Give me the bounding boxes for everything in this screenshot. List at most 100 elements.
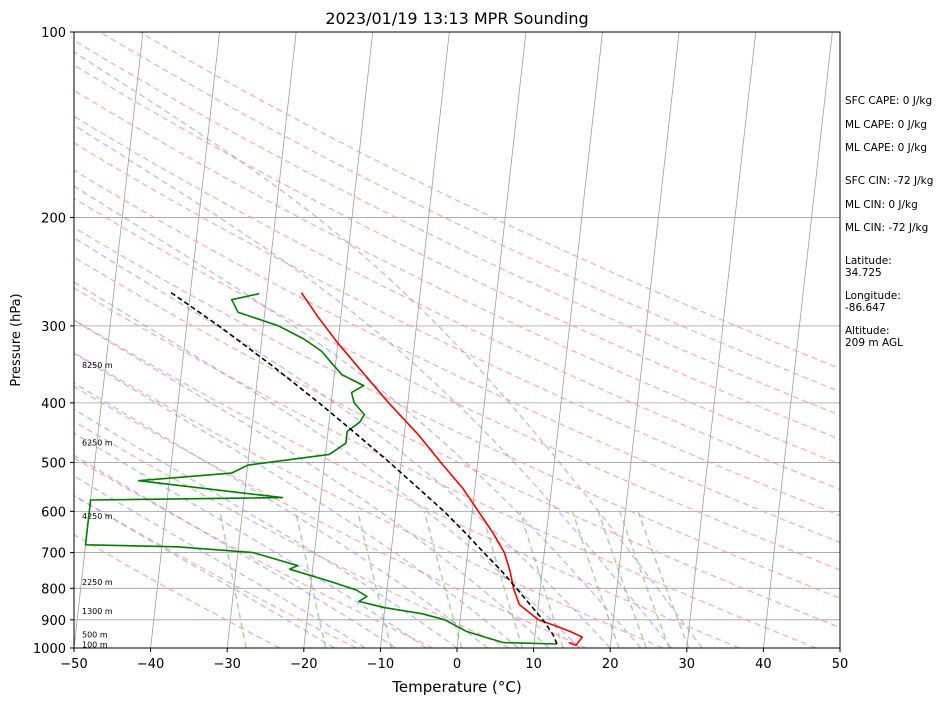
x-axis-label: Temperature (°C) [391,678,521,696]
mixing-ratio-line [295,511,327,648]
x-tick-label: −40 [137,657,164,672]
y-tick-label: 700 [41,547,66,562]
dry-adiabat [74,256,840,629]
isotherm-line [303,32,374,648]
y-tick-label: 200 [41,211,66,226]
mixing-ratio-line [423,511,463,648]
height-label: 2250 m [82,578,113,587]
mixing-ratio-line [597,511,648,648]
dry-adiabat [74,89,840,465]
dry-adiabat [74,142,840,517]
sounding-info-text: 34.725 [845,267,882,279]
sounding-info-panel: SFC CAPE: 0 J/kg ML CAPE: 0 J/kg ML CAPE: … [845,95,933,349]
chart-title: 2023/01/19 13:13 MPR Sounding [325,9,588,28]
moist-adiabat [74,494,335,648]
y-tick-label: 800 [41,582,66,597]
moist-adiabat [74,51,703,648]
moist-adiabat [74,475,366,648]
dry-adiabat [74,494,357,648]
x-tick-label: 0 [453,657,461,672]
mixing-ratio-line [481,511,524,648]
mixing-ratio-line [219,511,247,648]
isotherm-line [533,32,603,648]
background-grid [74,32,840,648]
moist-adiabat [74,432,427,648]
x-tick-label: −50 [60,657,87,672]
x-tick-label: −20 [290,657,317,672]
height-label: 8250 m [82,361,113,370]
sounding-info-text: ML CIN: 0 J/kg [845,199,918,211]
dry-adiabat [74,169,840,544]
sounding-info-text: Longitude: [845,290,901,302]
sounding-info-text: Latitude: [845,255,892,267]
sounding-info-text: ML CIN: -72 J/kg [845,222,928,234]
height-label: 1300 m [82,607,113,616]
sounding-info-text: ML CAPE: 0 J/kg [845,142,927,154]
sounding-info-text: 209 m AGL [845,337,903,349]
y-tick-label: 500 [41,457,66,472]
sounding-info-text: ML CAPE: 0 J/kg [845,119,927,131]
x-axis-ticks: −50 −40 −30 −20 −10 0 10 20 30 40 50 [60,648,848,672]
x-tick-label: 30 [679,657,696,672]
dry-adiabat [74,64,840,441]
isotherm-line [456,32,527,648]
isotherm-line [150,32,220,648]
dewpoint-profile [84,292,558,645]
dry-adiabat [74,351,663,648]
dry-adiabat [74,287,817,648]
y-tick-label: 900 [41,614,66,629]
x-tick-label: 40 [755,657,772,672]
dry-adiabat [74,115,840,491]
moist-adiabat [74,352,519,648]
moist-adiabat [74,382,489,648]
x-tick-label: −30 [213,657,240,672]
y-axis-label: Pressure (hPa) [9,293,24,386]
dry-adiabat [74,197,840,571]
moist-adiabat [74,454,397,648]
sounding-info-text: SFC CAPE: 0 J/kg [845,95,932,107]
moist-adiabat [74,319,550,648]
height-label: 500 m [82,631,108,640]
moist-adiabat [74,185,642,648]
isotherm-line [686,32,757,648]
dry-adiabat [74,420,510,648]
sounding-info-text: -86.647 [845,302,886,314]
mixing-ratio-line [619,511,670,648]
height-label: 100 m [82,640,108,649]
y-tick-label: 600 [41,505,66,520]
isotherm-line [380,32,450,648]
y-tick-label: 400 [41,397,66,412]
sounding-info-text: SFC CIN: -72 J/kg [845,175,933,187]
isotherm-line [226,32,297,648]
temperature-profile [300,292,584,647]
height-label: 6250 m [82,439,113,448]
moist-adiabat [74,124,673,648]
x-tick-label: 20 [602,657,619,672]
parcel-profile [170,292,558,645]
y-tick-label: 300 [41,320,66,335]
mixing-ratio-line [357,511,392,648]
mixing-ratio-line [571,511,620,648]
sounding-info-text: Altitude: [845,325,890,337]
dry-adiabat [139,32,840,370]
x-tick-label: −10 [367,657,394,672]
height-label: 4250 m [82,512,113,521]
dry-adiabat [74,39,840,416]
mixing-ratio-line [637,511,690,648]
dry-adiabat [74,319,740,648]
isotherm-line [609,32,680,648]
y-tick-label: 100 [41,26,66,41]
moist-adiabat [74,237,611,648]
y-axis-ticks: 1000 900 800 700 600 500 400 300 200 100 [33,26,74,657]
moist-adiabat [74,408,458,648]
isotherm-line [763,32,833,648]
moist-adiabat [74,281,581,648]
x-tick-label: 10 [525,657,542,672]
profiles [84,292,584,647]
dry-adiabat [74,385,587,648]
y-tick-label: 1000 [33,642,66,657]
dry-adiabat [99,32,840,393]
dry-adiabat [74,226,840,600]
